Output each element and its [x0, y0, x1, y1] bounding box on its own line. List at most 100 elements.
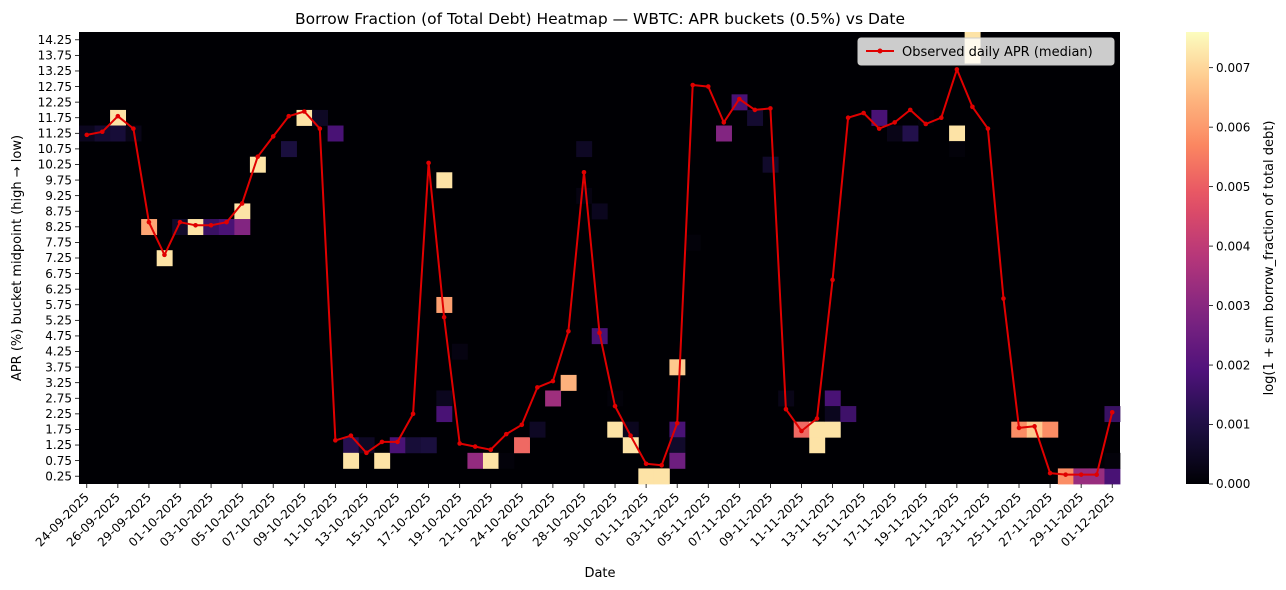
median-apr-point [115, 113, 121, 119]
y-tick-label: 3.25 [45, 376, 72, 390]
median-apr-point [131, 126, 136, 131]
heatmap-cell [653, 468, 670, 485]
colorbar-tick-label: 0.001 [1216, 418, 1250, 432]
median-apr-point [457, 441, 462, 446]
y-tick-label: 8.25 [45, 220, 72, 234]
heatmap-cell [234, 219, 251, 236]
heatmap-cell [824, 390, 841, 407]
median-apr-point [519, 422, 525, 428]
y-tick-label: 0.25 [45, 469, 72, 483]
heatmap-cell [871, 109, 888, 126]
heatmap-cell [1042, 421, 1059, 438]
y-tick-label: 9.25 [45, 189, 72, 203]
median-apr-point [1032, 424, 1037, 429]
median-apr-point [100, 129, 105, 135]
median-apr-point [923, 121, 929, 127]
colorbar [1186, 32, 1209, 484]
heatmap-cell [622, 421, 639, 438]
x-axis-ticks: 24-09-202526-09-202529-09-202501-10-2025… [33, 484, 1117, 549]
median-apr-point [907, 107, 913, 113]
median-apr-point [162, 252, 167, 258]
median-apr-point [1016, 425, 1022, 431]
median-apr-point [224, 219, 229, 225]
heatmap-cell [280, 141, 297, 158]
median-apr-point [239, 201, 245, 206]
median-apr-point [84, 132, 90, 138]
heatmap-cell [949, 141, 966, 158]
median-apr-point [892, 120, 898, 125]
colorbar-tick-label: 0.003 [1216, 299, 1250, 313]
heatmap-cell [840, 406, 857, 423]
y-tick-label: 8.75 [45, 204, 72, 218]
median-apr-point [1001, 296, 1006, 301]
legend-marker [877, 48, 883, 54]
chart-title: Borrow Fraction (of Total Debt) Heatmap … [295, 10, 905, 28]
heatmap-cell [498, 452, 515, 469]
colorbar-tick-label: 0.005 [1216, 180, 1250, 194]
heatmap-cell [591, 203, 608, 220]
median-apr-point [659, 462, 664, 468]
median-apr-point [146, 219, 152, 225]
heatmap-cell [902, 125, 919, 142]
legend: Observed daily APR (median) [857, 37, 1115, 66]
median-apr-point [581, 169, 587, 175]
median-apr-point [737, 96, 742, 102]
y-tick-label: 13.25 [38, 64, 72, 78]
median-apr-point [830, 277, 835, 283]
heatmap-cell [343, 437, 360, 454]
y-tick-label: 10.25 [38, 158, 72, 172]
heatmap-cell [436, 406, 453, 423]
heatmap-cell [1104, 468, 1121, 485]
median-apr-point [535, 385, 540, 390]
y-tick-label: 11.75 [38, 111, 72, 125]
heatmap-cell [374, 452, 391, 469]
y-axis-label: APR (%) bucket midpoint (high → low) [10, 135, 25, 381]
median-apr-point [286, 113, 292, 119]
median-apr-point [1094, 472, 1099, 477]
heatmap-cell [560, 374, 577, 391]
y-tick-label: 4.25 [45, 345, 72, 359]
heatmap-cell [327, 125, 344, 142]
heatmap-cell [638, 468, 655, 485]
heatmap-cell [684, 234, 701, 251]
median-apr-point [628, 433, 633, 438]
heatmap-cell [747, 109, 764, 126]
median-apr-point [643, 461, 649, 467]
y-tick-label: 9.75 [45, 173, 72, 187]
heatmap-cell [949, 125, 966, 142]
median-apr-point [379, 439, 385, 445]
median-apr-point [550, 378, 556, 384]
heatmap-cell [576, 187, 593, 204]
y-tick-label: 0.75 [45, 454, 72, 468]
median-apr-point [301, 109, 307, 114]
heatmap-cell [669, 452, 686, 469]
legend-label: Observed daily APR (median) [902, 45, 1093, 60]
y-tick-label: 12.75 [38, 80, 72, 94]
heatmap-cell [809, 421, 826, 438]
median-apr-point [1109, 410, 1115, 415]
median-apr-point [566, 328, 571, 334]
heatmap-cell [545, 390, 562, 407]
median-apr-point [612, 403, 618, 409]
median-apr-point [317, 126, 323, 131]
heatmap-cell [886, 125, 903, 142]
median-apr-point [799, 428, 804, 434]
median-apr-point [472, 444, 478, 449]
median-apr-point [768, 106, 773, 111]
heatmap-cell [607, 421, 624, 438]
median-apr-point [410, 411, 416, 417]
colorbar-tick-label: 0.007 [1216, 61, 1250, 75]
median-apr-point [752, 107, 758, 113]
colorbar-tick-label: 0.000 [1216, 477, 1250, 491]
heatmap-cell [576, 141, 593, 158]
median-apr-point [690, 82, 696, 88]
y-tick-label: 14.25 [38, 33, 72, 47]
y-tick-label: 2.25 [45, 407, 72, 421]
heatmap-cell [312, 109, 328, 126]
median-apr-point [970, 104, 975, 110]
plot-area [79, 32, 1120, 484]
median-apr-point [876, 126, 882, 131]
y-tick-label: 11.25 [38, 127, 72, 141]
median-apr-point [705, 84, 711, 89]
